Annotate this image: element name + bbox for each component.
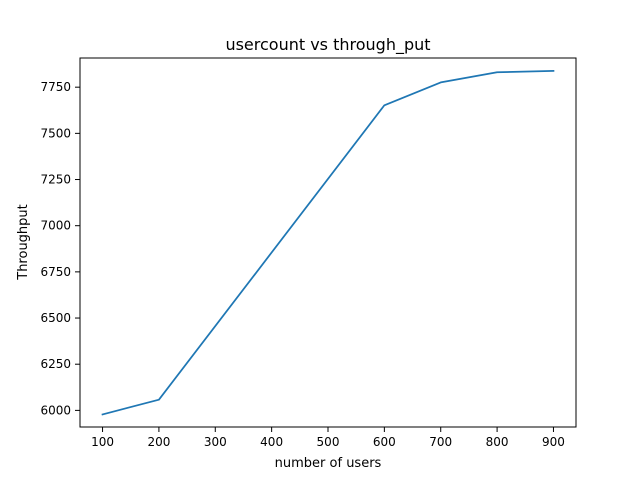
y-tick-label: 6250 xyxy=(40,357,71,371)
chart-title: usercount vs through_put xyxy=(225,35,430,55)
x-tick-label: 600 xyxy=(373,435,396,449)
x-axis-ticks: 100 200 300 400 500 600 700 800 900 xyxy=(91,427,565,449)
series-layer xyxy=(101,70,555,416)
x-axis-label: number of users xyxy=(275,456,382,471)
y-tick-label: 6500 xyxy=(40,311,71,325)
x-tick-label: 400 xyxy=(260,435,283,449)
y-axis-label: Throughput xyxy=(16,204,31,281)
x-tick-label: 700 xyxy=(429,435,452,449)
y-tick-label: 6750 xyxy=(40,265,71,279)
y-tick-label: 7250 xyxy=(40,173,71,187)
x-tick-label: 800 xyxy=(486,435,509,449)
x-tick-label: 200 xyxy=(147,435,170,449)
x-tick-label: 900 xyxy=(542,435,565,449)
series-line xyxy=(101,70,555,416)
y-axis-ticks: 6000 6250 6500 6750 7000 7250 7500 7750 xyxy=(40,80,80,417)
y-tick-label: 7000 xyxy=(40,219,71,233)
x-tick-label: 300 xyxy=(204,435,227,449)
y-tick-label: 6000 xyxy=(40,403,71,417)
x-tick-label: 500 xyxy=(317,435,340,449)
x-tick-label: 100 xyxy=(91,435,114,449)
plot-frame xyxy=(79,57,577,428)
y-tick-label: 7500 xyxy=(40,126,71,140)
y-tick-label: 7750 xyxy=(40,80,71,94)
